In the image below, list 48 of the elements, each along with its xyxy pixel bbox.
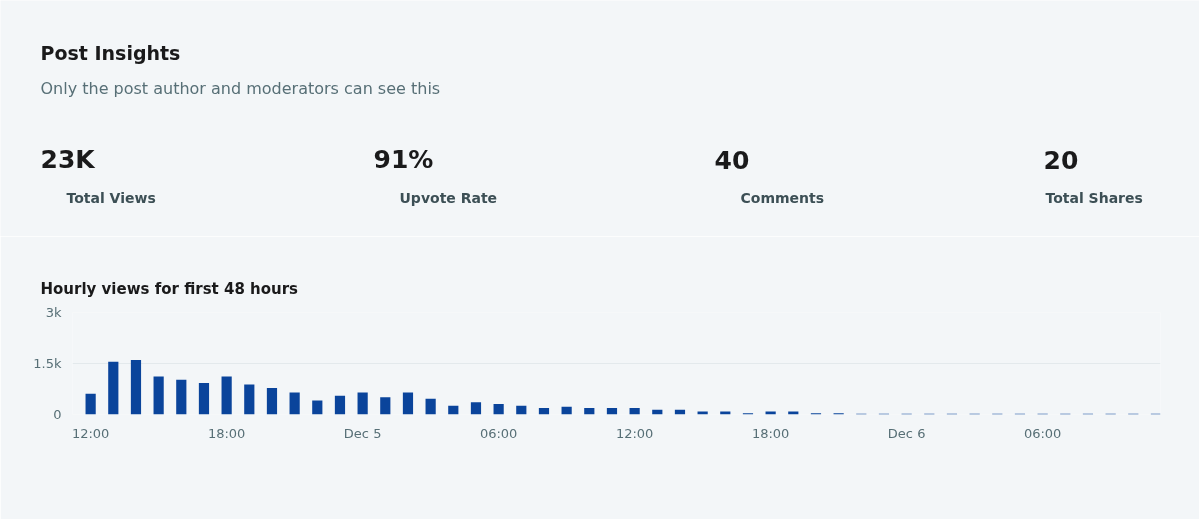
x-tick-label: 06:00 [1023, 425, 1062, 441]
bar [380, 397, 391, 415]
bar [176, 379, 187, 415]
bar [697, 411, 708, 415]
chart-title: Hourly views for first 48 hours [40, 279, 299, 298]
bar [312, 400, 323, 415]
x-tick-label: 06:00 [479, 425, 518, 441]
x-tick-label: 12:00 [615, 425, 654, 441]
bar [720, 411, 731, 415]
text: Total Shares [1045, 189, 1143, 206]
bar [334, 395, 346, 415]
bar [153, 376, 164, 415]
x-tick-label: 18:00 [207, 425, 246, 441]
bar [85, 393, 96, 415]
x-tick-label: 12:00 [71, 425, 110, 441]
bar [629, 408, 640, 415]
bar [493, 403, 504, 415]
bar [357, 392, 368, 415]
x-tick-label: Dec 6 [887, 425, 926, 441]
bar [584, 408, 595, 415]
bar [198, 382, 210, 415]
bar [425, 398, 436, 415]
y-tick-label: 3k [45, 305, 62, 320]
bar [221, 376, 232, 415]
bar [538, 408, 550, 415]
text: Comments [740, 189, 825, 206]
bar [788, 411, 799, 415]
bar [606, 408, 618, 415]
bar [289, 392, 300, 415]
text: 91% [373, 145, 434, 174]
text: 20 [1043, 145, 1079, 175]
bar [765, 411, 776, 415]
bar [244, 384, 255, 415]
x-tick-label: Dec 5 [343, 425, 382, 441]
text: 23K [40, 145, 97, 174]
text: Post Insights [40, 41, 181, 64]
bar [108, 361, 119, 415]
bar [470, 402, 482, 415]
bar [130, 360, 142, 415]
y-tick-label: 1.5k [33, 356, 62, 371]
text: Only the post author and moderators can see this [40, 79, 441, 98]
text: Upvote Rate [399, 189, 498, 206]
text: Total Views [66, 189, 156, 206]
y-tick-label: 0 [53, 407, 62, 422]
bar [402, 392, 414, 415]
bar [266, 387, 278, 415]
text: 40 [714, 145, 750, 175]
x-tick-label: 18:00 [751, 425, 790, 441]
